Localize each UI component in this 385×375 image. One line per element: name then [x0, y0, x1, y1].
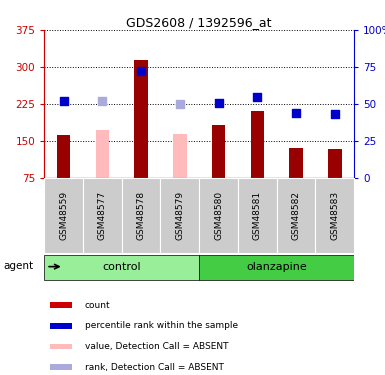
Bar [277, 178, 315, 253]
Point [138, 69, 144, 75]
Text: agent: agent [4, 261, 34, 271]
Text: GSM48579: GSM48579 [175, 191, 184, 240]
Bar [50, 344, 72, 350]
Title: GDS2608 / 1392596_at: GDS2608 / 1392596_at [127, 16, 272, 29]
Bar [315, 178, 354, 253]
Point [99, 98, 105, 104]
Text: control: control [102, 262, 141, 272]
Text: GSM48580: GSM48580 [214, 191, 223, 240]
Bar [44, 178, 83, 253]
Text: olanzapine: olanzapine [246, 262, 307, 272]
Bar [199, 255, 354, 280]
Point [332, 111, 338, 117]
Text: GSM48578: GSM48578 [137, 191, 146, 240]
Text: GSM48581: GSM48581 [253, 191, 262, 240]
Bar [134, 60, 148, 178]
Bar [289, 147, 303, 178]
Text: percentile rank within the sample: percentile rank within the sample [85, 321, 238, 330]
Bar [161, 178, 199, 253]
Bar [212, 125, 225, 178]
Bar [238, 178, 277, 253]
Text: GSM48559: GSM48559 [59, 191, 68, 240]
Point [216, 100, 222, 106]
Point [60, 98, 67, 104]
Bar [50, 323, 72, 329]
Bar [57, 135, 70, 178]
Bar [251, 111, 264, 178]
Bar [50, 302, 72, 308]
Text: rank, Detection Call = ABSENT: rank, Detection Call = ABSENT [85, 363, 223, 372]
Bar [95, 130, 109, 178]
Text: GSM48577: GSM48577 [98, 191, 107, 240]
Bar [199, 178, 238, 253]
Bar [122, 178, 161, 253]
Bar [50, 364, 72, 370]
Point [254, 94, 260, 100]
Point [293, 110, 299, 116]
Text: GSM48583: GSM48583 [330, 191, 339, 240]
Bar [173, 134, 187, 178]
Text: GSM48582: GSM48582 [291, 191, 301, 240]
Point [177, 101, 183, 107]
Bar [83, 178, 122, 253]
Text: value, Detection Call = ABSENT: value, Detection Call = ABSENT [85, 342, 228, 351]
Text: count: count [85, 301, 110, 310]
Bar [328, 150, 341, 178]
Bar [44, 255, 199, 280]
